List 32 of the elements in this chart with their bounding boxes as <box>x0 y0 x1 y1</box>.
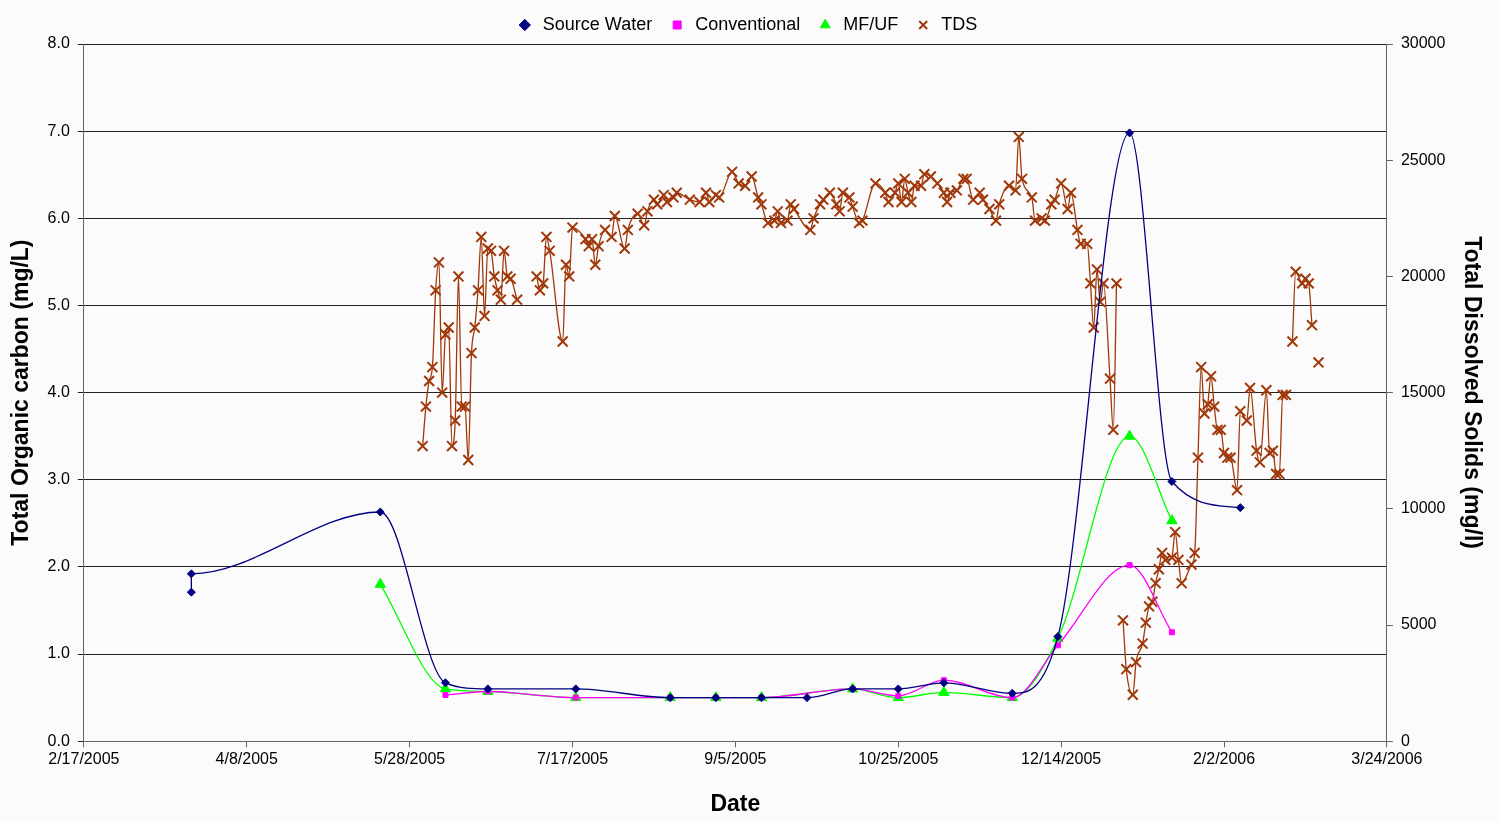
y-tick-label: 7.0 <box>47 121 70 139</box>
x-axis-title: Date <box>710 789 761 816</box>
y-tick-label: 2.0 <box>47 557 70 575</box>
y2-tick-label: 20000 <box>1400 266 1446 284</box>
legend-label: Conventional <box>695 13 801 34</box>
x-tick-label: 2/2/2006 <box>1192 750 1256 768</box>
y-tick-label: 0.0 <box>47 731 70 749</box>
y-axis-title: Total Organic carbon (mg/L) <box>7 239 34 546</box>
legend-label: Source Water <box>542 13 653 34</box>
y-tick-label: 1.0 <box>47 644 70 662</box>
y-tick-label: 6.0 <box>47 208 70 226</box>
legend-label: MF/UF <box>843 13 899 34</box>
y2-tick-label: 30000 <box>1400 34 1446 52</box>
x-tick-label: 4/8/2005 <box>215 750 278 768</box>
y-tick-label: 5.0 <box>47 295 70 313</box>
y2-tick-label: 10000 <box>1400 499 1446 517</box>
y2-tick-label: 25000 <box>1400 150 1446 168</box>
y2-tick-label: 15000 <box>1400 383 1446 401</box>
x-tick-label: 10/25/2005 <box>858 750 939 768</box>
y-tick-label: 8.0 <box>47 34 70 52</box>
x-tick-label: 12/14/2005 <box>1021 750 1102 768</box>
x-tick-label: 7/17/2005 <box>536 750 609 768</box>
y2-tick-label: 0 <box>1400 731 1410 749</box>
x-tick-label: 5/28/2005 <box>374 750 446 768</box>
y2-axis-title: Total Dissolved Solids (mg/l) <box>1459 236 1486 549</box>
x-tick-label: 2/17/2005 <box>48 750 120 768</box>
y-tick-label: 3.0 <box>47 470 70 488</box>
legend-label: TDS <box>941 13 978 34</box>
y2-tick-label: 5000 <box>1400 615 1437 633</box>
x-tick-label: 9/5/2005 <box>704 750 767 768</box>
x-tick-label: 3/24/2006 <box>1351 750 1423 768</box>
y-tick-label: 4.0 <box>47 383 70 401</box>
